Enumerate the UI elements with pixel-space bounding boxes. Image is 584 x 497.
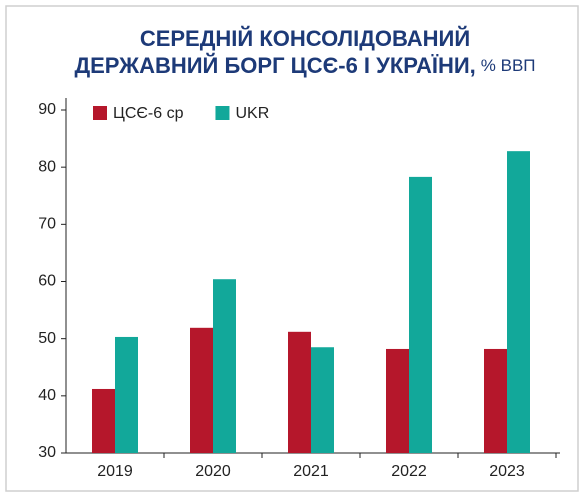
chart-subtitle: % ВВП xyxy=(481,56,536,75)
x-tick-label: 2019 xyxy=(97,463,133,480)
bar xyxy=(409,176,432,453)
x-tick-label: 2021 xyxy=(293,463,329,480)
bar xyxy=(311,347,334,453)
bar xyxy=(213,279,236,453)
y-tick-label: 50 xyxy=(38,330,56,347)
legend-label: ЦСЄ-6 ср xyxy=(113,105,184,122)
bar xyxy=(507,151,530,453)
legend-swatch xyxy=(215,106,230,120)
y-tick-label: 40 xyxy=(38,387,56,404)
y-tick-label: 30 xyxy=(38,444,56,461)
frame xyxy=(5,5,579,492)
y-tick-label: 90 xyxy=(38,101,56,118)
chart-title: ДЕРЖАВНИЙ БОРГ ЦСЄ-6 І УКРАЇНИ, % ВВП xyxy=(74,53,535,78)
chart-title: СЕРЕДНІЙ КОНСОЛІДОВАНИЙ xyxy=(140,26,470,51)
y-tick-label: 60 xyxy=(38,273,56,290)
bar xyxy=(386,348,409,453)
bar xyxy=(92,388,115,453)
bar xyxy=(190,327,213,453)
legend-swatch xyxy=(93,106,107,120)
y-tick-label: 80 xyxy=(38,158,56,175)
y-tick-label: 70 xyxy=(38,216,56,233)
x-tick-label: 2022 xyxy=(391,463,427,480)
x-tick-label: 2020 xyxy=(195,463,231,480)
legend-label: UKR xyxy=(235,105,269,122)
x-tick-label: 2023 xyxy=(489,463,525,480)
chart-title-line: ДЕРЖАВНИЙ БОРГ ЦСЄ-6 І УКРАЇНИ, xyxy=(74,53,475,78)
bar xyxy=(484,348,507,453)
bar xyxy=(288,331,311,453)
bar xyxy=(115,336,138,453)
